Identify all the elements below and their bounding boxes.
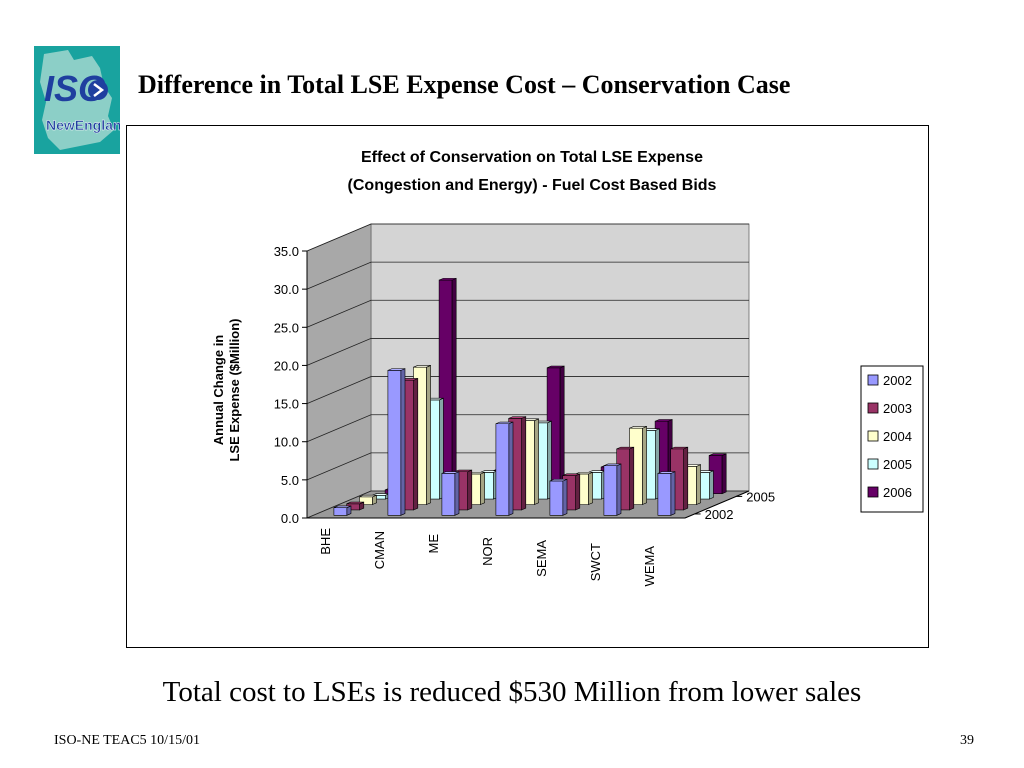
bar-2004-SEMA-side [588, 471, 593, 505]
bar-2002-CMAN-side [400, 368, 406, 516]
y-axis-label-line1: Annual Change in [211, 335, 226, 446]
bar-2003-SWCT-top [616, 446, 634, 450]
legend-swatch-2005 [867, 458, 879, 470]
bar-2004-SWCT-top [629, 426, 647, 429]
bar-2002-ME-side [454, 471, 460, 516]
y-tick-label: 30.0 [274, 282, 299, 297]
x-category-label-SEMA: SEMA [534, 540, 549, 577]
legend-label-2004: 2004 [883, 429, 912, 444]
bar-2002-SWCT-front [603, 465, 618, 516]
legend-label-2006: 2006 [883, 485, 912, 500]
bar-2004-CMAN-side [426, 365, 431, 505]
bar-2002-CMAN-top [387, 368, 406, 371]
bar-2003-WEMA-side [683, 446, 689, 511]
bar-2003-SEMA-side [575, 473, 581, 511]
y-tick-label: 10.0 [274, 435, 299, 450]
legend-swatch-2004 [867, 430, 879, 442]
gridline [306, 261, 749, 290]
y-tick-label: 25.0 [274, 320, 299, 335]
gridline [306, 299, 749, 328]
depth-tick-label-2005: 2005 [746, 489, 775, 504]
bar-2006-WEMA-top [708, 453, 727, 456]
depth-tick-label-2002: 2002 [705, 507, 734, 522]
bar-2002-WEMA-front [657, 473, 672, 516]
x-category-label-WEMA: WEMA [642, 546, 657, 587]
gridline [306, 223, 749, 252]
bar-2002-SEMA-front [549, 480, 564, 516]
bar-2006-NOR-side [559, 365, 565, 495]
bar-2002-SEMA-side [562, 478, 568, 516]
bar-2004-ME-side [480, 471, 485, 505]
bar-2003-WEMA-top [670, 446, 688, 450]
chart-frame: Effect of Conservation on Total LSE Expe… [126, 125, 929, 648]
page-number: 39 [960, 733, 974, 748]
y-tick-label: 20.0 [274, 358, 299, 373]
bar-2006-CMAN-top [438, 278, 457, 281]
gridline [306, 338, 749, 366]
bar-2002-BHE-front [333, 507, 348, 516]
bar-2002-SEMA-top [549, 478, 568, 482]
bar-2005-WEMA-side [708, 470, 714, 500]
gridline [306, 414, 749, 443]
bar-2003-SEMA-top [562, 473, 580, 476]
legend-label-2002: 2002 [883, 373, 912, 388]
bar-2003-NOR-side [521, 416, 527, 511]
bar-2003-ME-side [467, 469, 473, 511]
gridline [306, 376, 749, 404]
bar-2002-NOR-side [508, 421, 514, 516]
x-category-label-ME: ME [426, 534, 441, 554]
bar-2002-BHE-top [333, 505, 352, 508]
bar-2004-SWCT-side [642, 426, 647, 505]
bar-2002-WEMA-side [670, 471, 676, 516]
bar-2002-WEMA-top [657, 471, 676, 474]
bar-2003-SWCT-side [629, 446, 635, 511]
bar-2006-NOR-top [546, 365, 565, 369]
bar-2002-ME-top [441, 471, 460, 474]
legend-swatch-2003 [867, 402, 879, 414]
x-category-label-BHE: BHE [318, 528, 333, 555]
bar-2002-SWCT-top [603, 463, 622, 467]
bar-2006-SWCT-top [654, 419, 673, 422]
bar-2004-WEMA-side [696, 464, 701, 505]
bar-2004-NOR-side [534, 418, 539, 505]
slide-subtitle: Total cost to LSEs is reduced $530 Milli… [162, 676, 862, 708]
bar-2003-BHE-top [346, 501, 364, 505]
bar-2002-SWCT-side [616, 463, 622, 516]
y-tick-label: 0.0 [281, 511, 299, 526]
footer-text: ISO-NE TEAC5 10/15/01 [54, 733, 200, 748]
chart-side-wall [306, 223, 372, 519]
y-tick-label: 5.0 [281, 473, 299, 488]
chart-3d-bar: Effect of Conservation on Total LSE Expe… [211, 149, 924, 587]
x-category-label-CMAN: CMAN [372, 531, 387, 569]
legend-label-2003: 2003 [883, 401, 912, 416]
bar-2002-ME-front [441, 473, 456, 516]
legend-swatch-2002 [867, 374, 879, 386]
logo-text-newengland: NewEngland [46, 117, 120, 133]
y-tick-label: 35.0 [274, 244, 299, 259]
y-tick-label: 15.0 [274, 397, 299, 412]
legend-label-2005: 2005 [883, 457, 912, 472]
slide-title: Difference in Total LSE Expense Cost – C… [138, 70, 791, 99]
bar-2003-NOR-top [508, 416, 526, 419]
bar-2002-CMAN-front [387, 370, 402, 516]
chart-title-line1: Effect of Conservation on Total LSE Expe… [361, 149, 703, 166]
bar-2006-WEMA-side [721, 453, 727, 495]
bar-2004-BHE-top [359, 494, 377, 498]
bar-2006-CMAN-side [451, 277, 457, 495]
chart-title-line2: (Congestion and Energy) - Fuel Cost Base… [348, 177, 717, 194]
legend-swatch-2006 [867, 486, 879, 498]
bar-2004-CMAN-top [413, 365, 431, 368]
iso-new-england-logo: ISO NewEngland [34, 46, 130, 154]
bar-2003-CMAN-side [413, 378, 419, 511]
new-england-map-shape [40, 50, 114, 150]
bar-2002-NOR-front [495, 423, 510, 516]
x-category-label-SWCT: SWCT [588, 543, 603, 581]
x-category-label-NOR: NOR [480, 537, 495, 566]
bar-2002-NOR-top [495, 421, 514, 425]
y-axis-label-line2: LSE Expense ($Million) [227, 318, 242, 461]
